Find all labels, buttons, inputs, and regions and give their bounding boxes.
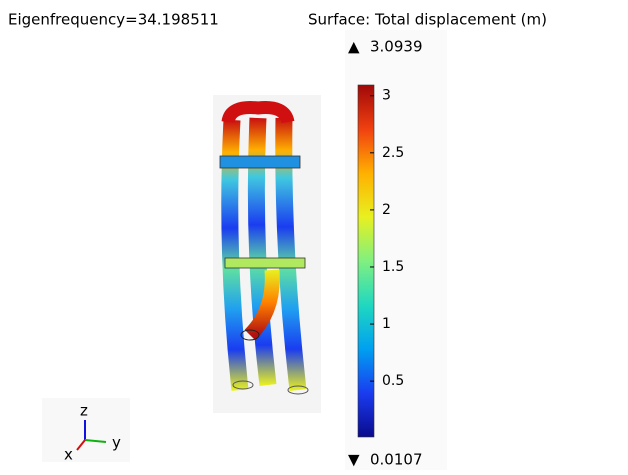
- triad: z y x: [42, 398, 130, 464]
- y-label: y: [112, 434, 121, 452]
- x-axis-arrow: [76, 439, 86, 451]
- colorbar-tick-label: 3: [382, 88, 391, 104]
- model-geometry: [213, 95, 321, 413]
- colorbar-gradient: [357, 84, 375, 438]
- max-label: 3.0939: [370, 38, 423, 56]
- plate: [224, 257, 306, 269]
- pipe: [247, 117, 277, 386]
- pipe-end: [240, 329, 260, 341]
- colorbar-tick-label: 0.5: [382, 373, 404, 389]
- pipe: [275, 117, 307, 391]
- min-label: 0.0107: [370, 451, 423, 469]
- colorbar: 0.5 1 1.5 2 2.5 3 ▲ 3.0939 ▼ 0.0107: [345, 30, 447, 470]
- eigenfrequency-label: Eigenfrequency=34.198511: [8, 11, 219, 29]
- colorbar-tick-label: 1: [382, 316, 391, 332]
- x-label: x: [64, 446, 73, 464]
- pipe-end: [287, 385, 309, 395]
- colorbar-tick-label: 2.5: [382, 145, 404, 161]
- surface-label: Surface: Total displacement (m): [308, 11, 547, 29]
- pipe-top: [221, 101, 295, 124]
- colorbar-tick-label: 1.5: [382, 259, 404, 275]
- min-marker: ▼: [348, 451, 360, 469]
- pipe: [221, 119, 249, 391]
- colorbar-tick-label: 2: [382, 202, 391, 218]
- z-label: z: [80, 402, 88, 420]
- pipe-end: [232, 380, 254, 390]
- plate: [219, 155, 301, 169]
- y-axis-arrow: [84, 439, 107, 443]
- max-marker: ▲: [348, 38, 360, 56]
